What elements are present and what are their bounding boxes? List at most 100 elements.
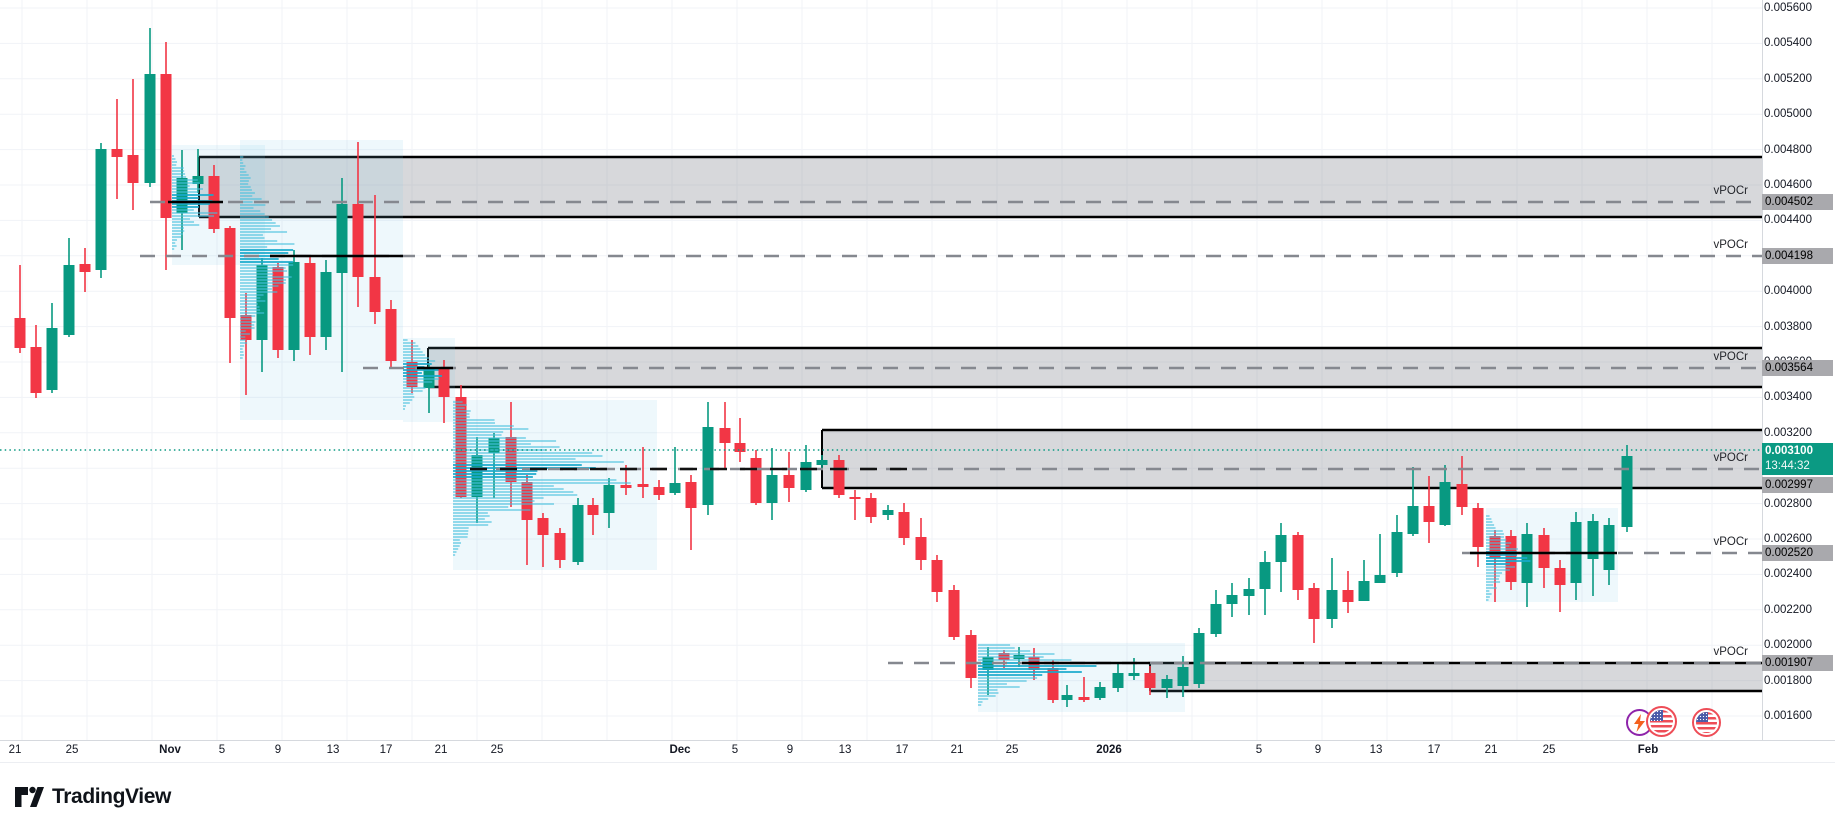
volume-profile-bar xyxy=(453,473,537,475)
volume-profile-bar xyxy=(1486,566,1515,568)
volume-profile-bar xyxy=(240,183,249,185)
volume-profile-bar xyxy=(453,485,554,487)
volume-profile-bar xyxy=(172,236,182,238)
candle-up xyxy=(1193,633,1205,684)
vpoc-price-badge: 0.002520 xyxy=(1762,545,1833,561)
volume-profile-bar xyxy=(172,197,199,199)
candle-up xyxy=(320,272,332,337)
vpoc-price-badge: 0.003564 xyxy=(1762,360,1833,376)
volume-profile-bar xyxy=(403,345,419,347)
volume-profile-bar xyxy=(453,488,564,490)
candle-down xyxy=(719,428,731,443)
price-axis-label: 0.002200 xyxy=(1764,603,1812,616)
volume-profile-bar xyxy=(240,282,286,284)
volume-profile-bar xyxy=(453,461,624,463)
candle-up xyxy=(1603,525,1615,570)
volume-profile-bar xyxy=(403,378,440,380)
candle-up xyxy=(766,475,778,503)
volume-profile-bar xyxy=(240,312,265,314)
volume-profile-bar xyxy=(978,677,1038,679)
us-flag-session-icon[interactable] xyxy=(1692,708,1721,737)
volume-profile-bar xyxy=(403,375,443,377)
volume-profile-bar xyxy=(978,650,1031,652)
volume-profile-bar xyxy=(453,446,560,448)
time-axis-label: 17 xyxy=(379,744,393,756)
volume-profile-bar xyxy=(240,168,245,170)
candle-down xyxy=(30,347,42,393)
volume-profile-bar xyxy=(403,381,433,383)
candle-up xyxy=(1226,595,1238,604)
tradingview-logo[interactable]: TradingView xyxy=(14,784,171,810)
us-flag-session-icon[interactable] xyxy=(1646,706,1677,737)
volume-profile-bar xyxy=(172,155,175,157)
price-axis-label: 0.004800 xyxy=(1764,143,1812,156)
volume-profile-bar xyxy=(172,233,183,235)
volume-profile-bar xyxy=(240,309,261,311)
candle-down xyxy=(406,362,418,387)
volume-profile-bar xyxy=(453,443,531,445)
volume-profile-bar xyxy=(403,372,422,374)
volume-profile-bar xyxy=(1486,530,1503,532)
time-axis-label: 25 xyxy=(490,744,504,756)
volume-profile-bar xyxy=(978,674,1043,676)
candle-down xyxy=(554,533,566,560)
volume-profile-bar xyxy=(403,402,410,404)
candle-down xyxy=(14,318,26,348)
time-axis-label: 25 xyxy=(65,744,79,756)
volume-profile-bar xyxy=(978,692,999,694)
volume-profile-bar xyxy=(453,407,465,409)
volume-profile-bar xyxy=(240,192,255,194)
volume-profile-bar xyxy=(1486,581,1501,583)
flag-canton xyxy=(1696,712,1708,722)
volume-profile-bar xyxy=(453,515,490,517)
volume-profile-bar xyxy=(172,212,218,214)
volume-profile-bar xyxy=(1486,527,1496,529)
price-axis-label: 0.002400 xyxy=(1764,568,1812,581)
volume-profile-bar xyxy=(453,554,456,556)
tradingview-logo-text: TradingView xyxy=(52,785,171,808)
volume-profile-bar xyxy=(172,218,190,220)
volume-profile-bar xyxy=(240,276,292,278)
volume-profile-bar xyxy=(1486,548,1518,550)
volume-profile-bar xyxy=(453,440,557,442)
volume-profile-bar xyxy=(978,698,989,700)
price-axis-label: 0.005400 xyxy=(1764,37,1812,50)
volume-profile-bar xyxy=(453,401,463,403)
candle-up xyxy=(1177,667,1189,686)
volume-profile-bar xyxy=(978,665,1097,667)
volume-profile-bar xyxy=(978,653,1055,655)
candle-down xyxy=(865,498,877,517)
price-axis-label: 0.005600 xyxy=(1764,2,1812,14)
volume-profile-bar xyxy=(403,348,421,350)
time-axis-label: 13 xyxy=(838,744,852,756)
volume-profile-bar xyxy=(172,221,195,223)
vpoc-line-label: vPOCr xyxy=(1713,239,1749,251)
candle-up xyxy=(1358,581,1370,601)
candle-up xyxy=(1112,673,1124,688)
volume-profile-bar xyxy=(240,324,255,326)
volume-profile-bar xyxy=(1486,596,1490,598)
volume-profile-bar xyxy=(453,530,469,532)
volume-profile-bar xyxy=(240,258,279,260)
volume-profile-bar xyxy=(1486,524,1495,526)
candle-up xyxy=(882,510,894,515)
candle-up xyxy=(1094,687,1106,698)
volume-profile-bar xyxy=(1486,515,1490,517)
price-axis-label: 0.004000 xyxy=(1764,285,1812,298)
time-axis-label: 13 xyxy=(326,744,340,756)
volume-profile-bar xyxy=(403,396,415,398)
price-zone xyxy=(822,430,1762,488)
volume-profile-bar xyxy=(453,464,582,466)
volume-profile-bar xyxy=(1486,563,1510,565)
volume-profile-bar xyxy=(453,536,468,538)
volume-profile-bar xyxy=(1486,560,1531,562)
volume-profile-bar xyxy=(403,384,418,386)
volume-profile-bar xyxy=(453,542,462,544)
price-axis-label: 0.003200 xyxy=(1764,426,1812,439)
volume-profile-bar xyxy=(240,189,252,191)
candle-down xyxy=(783,475,795,488)
volume-profile-bar xyxy=(240,195,253,197)
volume-profile-bar xyxy=(172,176,187,178)
volume-profile-bar xyxy=(403,399,413,401)
